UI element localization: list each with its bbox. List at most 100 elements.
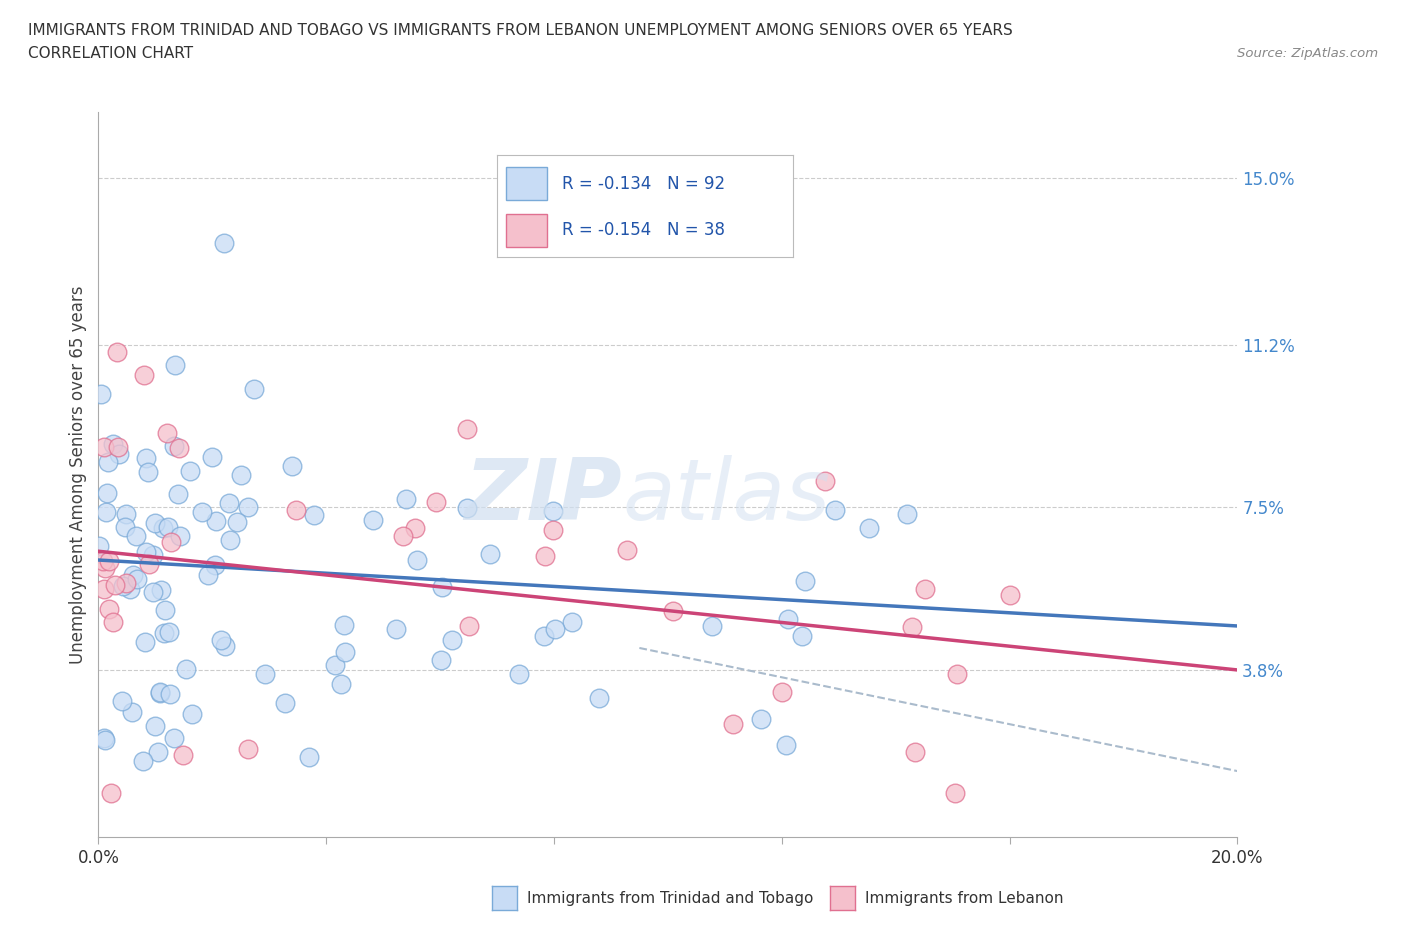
Point: [298, 750, 321, 764]
Point: [900, 620, 922, 635]
Point: [153, 603, 176, 618]
Point: [478, 546, 501, 561]
Point: [824, 503, 846, 518]
Point: [661, 604, 683, 618]
Point: [274, 696, 297, 711]
Point: [323, 658, 346, 672]
Point: [456, 500, 478, 515]
Point: [125, 571, 148, 586]
Point: [134, 634, 156, 649]
Point: [107, 440, 129, 455]
Point: [790, 629, 813, 644]
Point: [135, 544, 157, 559]
Point: [163, 439, 186, 454]
Point: [533, 628, 555, 643]
Point: [406, 552, 429, 567]
Point: [153, 625, 176, 640]
Point: [508, 667, 530, 682]
Point: [197, 567, 219, 582]
Point: [159, 535, 181, 550]
Point: [793, 573, 815, 588]
Point: [156, 425, 179, 440]
Point: [142, 585, 165, 600]
Point: [101, 615, 124, 630]
Point: [392, 528, 415, 543]
Point: [998, 588, 1021, 603]
Point: [284, 503, 307, 518]
Point: [361, 512, 384, 527]
Point: [404, 520, 426, 535]
Point: [87, 538, 110, 553]
Point: [700, 618, 723, 633]
Point: [143, 516, 166, 531]
Text: IMMIGRANTS FROM TRINIDAD AND TOBAGO VS IMMIGRANTS FROM LEBANON UNEMPLOYMENT AMON: IMMIGRANTS FROM TRINIDAD AND TOBAGO VS I…: [28, 23, 1012, 38]
Point: [169, 441, 191, 456]
Text: ZIP: ZIP: [464, 455, 623, 538]
Bar: [506, 214, 547, 246]
Point: [104, 578, 127, 592]
Point: [896, 506, 918, 521]
Point: [430, 579, 453, 594]
Point: [111, 579, 134, 594]
Text: Immigrants from Trinidad and Tobago: Immigrants from Trinidad and Tobago: [527, 891, 814, 906]
Point: [205, 513, 228, 528]
Point: [281, 458, 304, 473]
Point: [149, 685, 172, 700]
Point: [145, 719, 167, 734]
Point: [238, 499, 260, 514]
Point: [190, 504, 212, 519]
Point: [120, 581, 142, 596]
Point: [93, 440, 115, 455]
Point: [212, 236, 235, 251]
Point: [242, 381, 264, 396]
Point: [543, 503, 565, 518]
Point: [214, 639, 236, 654]
Point: [395, 492, 418, 507]
Point: [541, 523, 564, 538]
Point: [181, 707, 204, 722]
Point: [254, 667, 277, 682]
Point: [201, 449, 224, 464]
Point: [132, 753, 155, 768]
Point: [814, 473, 837, 488]
Point: [330, 677, 353, 692]
Point: [561, 615, 583, 630]
Point: [588, 690, 610, 705]
Point: [236, 741, 259, 756]
Point: [775, 737, 797, 752]
Point: [94, 505, 117, 520]
Point: [770, 684, 793, 699]
Point: [302, 508, 325, 523]
Text: Source: ZipAtlas.com: Source: ZipAtlas.com: [1237, 46, 1378, 60]
Point: [94, 732, 117, 747]
Point: [169, 528, 191, 543]
Point: [914, 582, 936, 597]
Point: [135, 451, 157, 466]
Point: [136, 465, 159, 480]
Text: atlas: atlas: [623, 455, 831, 538]
Point: [425, 495, 447, 510]
Point: [125, 528, 148, 543]
Point: [93, 561, 115, 576]
Point: [132, 368, 155, 383]
Point: [100, 786, 122, 801]
Point: [149, 684, 172, 699]
Point: [441, 632, 464, 647]
Point: [219, 533, 242, 548]
Point: [121, 705, 143, 720]
Point: [101, 437, 124, 452]
Point: [93, 730, 115, 745]
Point: [98, 553, 121, 568]
Text: R = -0.154   N = 38: R = -0.154 N = 38: [562, 221, 725, 239]
Point: [174, 661, 197, 676]
Point: [97, 455, 120, 470]
Point: [108, 446, 131, 461]
Y-axis label: Unemployment Among Seniors over 65 years: Unemployment Among Seniors over 65 years: [69, 286, 87, 663]
Point: [163, 730, 186, 745]
Point: [179, 463, 201, 478]
Point: [904, 745, 927, 760]
Point: [229, 468, 252, 483]
Point: [751, 711, 773, 726]
Point: [150, 583, 173, 598]
Point: [163, 357, 186, 372]
